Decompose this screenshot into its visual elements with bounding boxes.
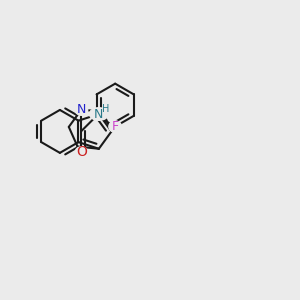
Text: N: N [94, 107, 104, 121]
Ellipse shape [75, 147, 88, 158]
Text: N: N [77, 103, 86, 116]
Ellipse shape [109, 121, 122, 132]
Ellipse shape [89, 108, 108, 120]
Ellipse shape [75, 104, 88, 115]
Text: F: F [112, 120, 119, 133]
Text: H: H [102, 104, 110, 114]
Text: O: O [76, 146, 87, 160]
